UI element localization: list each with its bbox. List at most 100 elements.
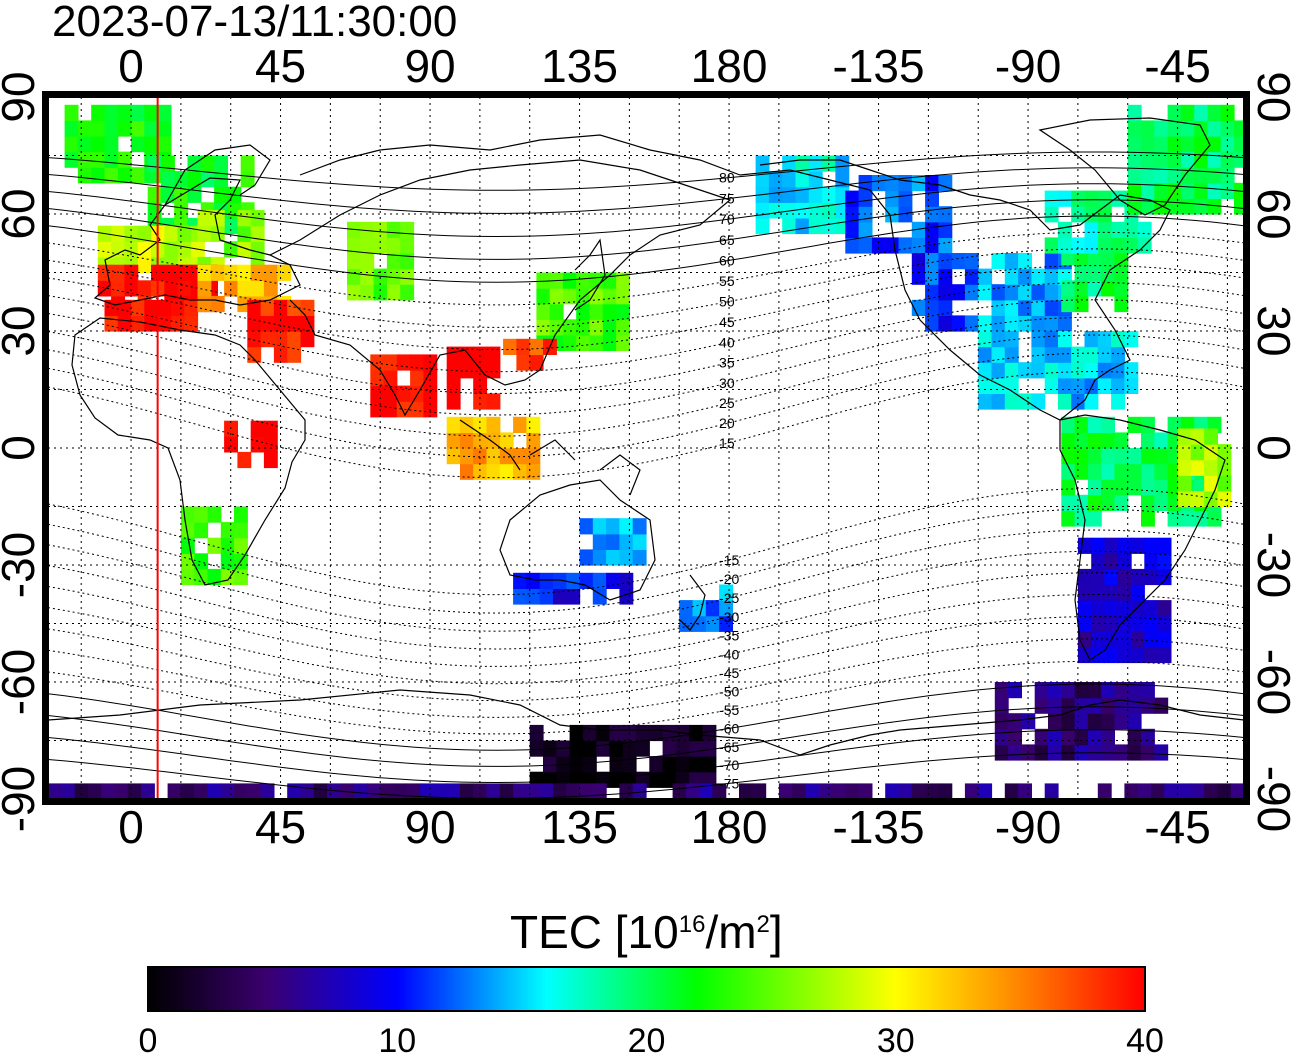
tec-cell [1097, 377, 1112, 394]
tec-cell [529, 724, 544, 742]
tec-cell [1104, 537, 1119, 554]
tec-cell [393, 783, 408, 799]
tec-cell [526, 416, 541, 433]
tec-cell [446, 346, 461, 363]
tec-cell [898, 190, 913, 207]
tec-cell [1097, 346, 1112, 363]
tec-cell [124, 280, 139, 297]
tec-cell [117, 151, 132, 168]
tec-cell [1157, 600, 1172, 617]
tec-cell [260, 299, 275, 316]
tec-cell [360, 284, 375, 301]
tec-cell [1154, 463, 1169, 480]
frame-top-bar [48, 91, 1244, 97]
tec-cell [300, 783, 315, 799]
tec-cell [636, 724, 650, 742]
tec-cell [1061, 416, 1076, 433]
tec-cell [1111, 190, 1125, 207]
tec-cell [247, 783, 262, 799]
tec-cell [845, 783, 860, 799]
tec-cell [1058, 190, 1072, 207]
tec-cell [237, 241, 252, 258]
tec-cell [938, 284, 953, 301]
tec-cell [529, 740, 544, 757]
tec-cell [473, 346, 488, 363]
tec-cell [273, 331, 288, 348]
tec-cell [1077, 584, 1092, 601]
tec-cell [1058, 377, 1072, 394]
tec-cell [137, 225, 152, 242]
tec-cell [1087, 682, 1102, 699]
tec-cell [386, 221, 401, 238]
tec-cell [1004, 331, 1019, 348]
y-tick-label-right: 30 [1248, 305, 1294, 356]
contour-line [48, 334, 1244, 437]
tec-cell [1164, 783, 1179, 799]
tec-cell [373, 237, 388, 254]
tec-cell [1101, 479, 1115, 496]
tec-cell [871, 237, 886, 254]
tec-cell [1084, 362, 1099, 379]
tec-cell [1141, 167, 1155, 184]
tec-cell [978, 377, 993, 394]
tec-cell [1104, 600, 1119, 617]
tec-cell [347, 284, 361, 301]
tec-cell [1154, 448, 1169, 465]
tec-cell [237, 210, 252, 227]
coastline-australia [499, 479, 656, 601]
x-tick-label-top: 90 [404, 40, 455, 92]
tec-cell [1084, 190, 1099, 207]
tec-cell [778, 783, 793, 799]
coastline-new-zealand [679, 574, 706, 631]
tec-cell [220, 553, 235, 570]
tec-cell [1044, 299, 1059, 316]
tec-cell [1031, 284, 1046, 301]
contour-label: -70 [719, 757, 739, 773]
tec-cell [473, 393, 488, 410]
tec-cell [845, 190, 860, 207]
tec-cell [1048, 744, 1062, 761]
tec-cell [131, 315, 145, 332]
tec-cell [460, 783, 474, 799]
tec-region [104, 299, 199, 332]
tec-cell [263, 280, 278, 297]
tec-cell [1234, 136, 1244, 153]
tec-cell [808, 202, 823, 219]
tec-cell [994, 682, 1009, 699]
tec-cell [978, 268, 993, 285]
tec-cell [592, 518, 607, 535]
y-tick-label-right: 90 [1248, 71, 1294, 122]
tec-cell [237, 225, 252, 242]
tec-cell [589, 334, 604, 352]
tec-cell [1104, 568, 1119, 586]
tec-cell [396, 354, 411, 371]
tec-cell [370, 401, 385, 418]
tec-cell [137, 256, 152, 274]
tec-cell [991, 331, 1006, 348]
tec-cell [473, 783, 488, 799]
tec-cell [1180, 182, 1195, 199]
contour-label: -65 [719, 739, 739, 755]
x-tick-label-top: 45 [255, 40, 306, 92]
tec-cell [526, 588, 541, 605]
contour-label: 55 [719, 273, 735, 289]
tec-cell [486, 448, 501, 465]
tec-cell [1004, 346, 1019, 363]
tec-cell [250, 280, 265, 297]
tec-cell [526, 572, 541, 589]
x-tick-label-top: 0 [118, 40, 144, 92]
colorbar-ticks: 0 10 20 30 40 [139, 1022, 1164, 1057]
colorbar-tick-label: 10 [378, 1022, 416, 1057]
tec-cell [197, 295, 212, 313]
tec-cell [111, 264, 125, 281]
tec-cell [177, 264, 192, 281]
contour-label: 25 [719, 395, 735, 411]
tec-cell [582, 740, 597, 757]
tec-cell [649, 771, 664, 788]
tec-cell [885, 206, 900, 223]
tec-cell [1230, 783, 1244, 799]
colorbar-tick-label: 40 [1126, 1022, 1164, 1057]
tec-cell [386, 284, 401, 301]
tec-cell [705, 600, 720, 617]
tec-cell [1087, 728, 1102, 745]
